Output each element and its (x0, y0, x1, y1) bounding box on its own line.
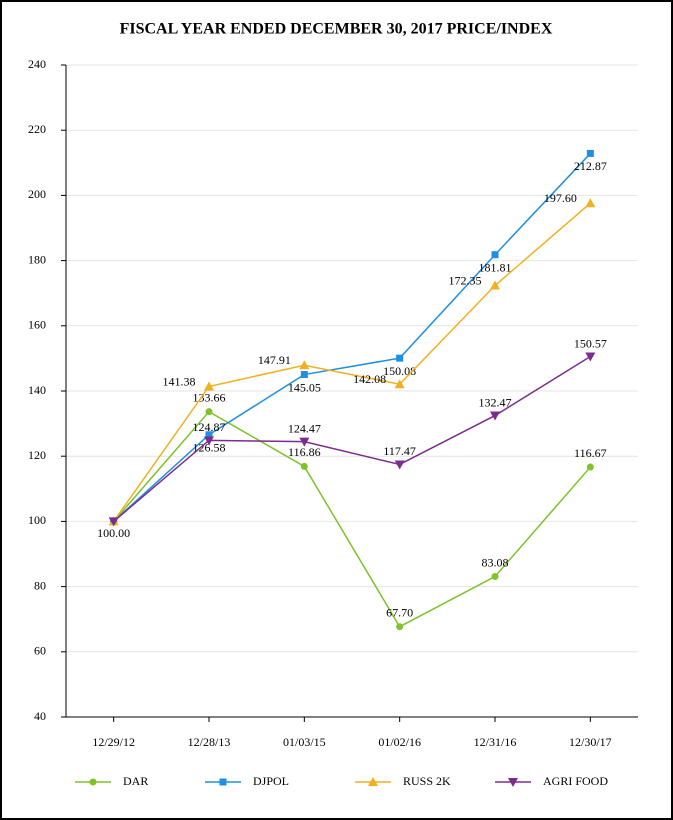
point (300, 371, 308, 379)
point (204, 436, 214, 446)
y-tick-label: 240 (28, 57, 46, 71)
point (299, 360, 310, 370)
chart-title: FISCAL YEAR ENDED DECEMBER 30, 2017 PRIC… (120, 21, 553, 38)
series-line (113, 202, 591, 522)
y-tick-label: 180 (28, 252, 46, 266)
point (586, 463, 594, 471)
y-tick-label: 60 (34, 644, 46, 658)
data-label: 197.60 (544, 191, 577, 205)
y-tick-label: 40 (34, 709, 46, 723)
data-label: 150.57 (574, 336, 607, 350)
data-label: 124.87 (193, 420, 226, 434)
point (490, 411, 500, 421)
legend-marker (89, 778, 97, 786)
data-label: 181.81 (479, 260, 512, 274)
point (585, 352, 596, 362)
y-tick-label: 200 (28, 187, 46, 201)
y-tick-label: 80 (34, 578, 46, 592)
data-label: 142.08 (353, 372, 386, 386)
x-tick-label: 01/02/16 (378, 735, 421, 749)
data-label: 100.00 (97, 526, 130, 540)
legend-marker (219, 778, 227, 786)
point (396, 623, 404, 631)
legend-label: DAR (123, 774, 148, 788)
y-tick-label: 220 (28, 122, 46, 136)
x-tick-label: 12/30/17 (569, 735, 612, 749)
legend-label: RUSS 2K (403, 774, 451, 788)
point (300, 462, 308, 470)
point (394, 460, 405, 470)
point (396, 354, 404, 362)
data-label: 124.47 (288, 421, 321, 435)
series-line (113, 355, 591, 522)
data-label: 116.67 (574, 446, 607, 460)
y-tick-label: 120 (28, 448, 46, 462)
x-tick-label: 12/31/16 (474, 735, 517, 749)
series-line (113, 410, 591, 628)
point (108, 517, 119, 527)
data-label: 133.66 (193, 390, 226, 404)
point (586, 149, 594, 157)
data-label: 212.87 (574, 159, 607, 173)
point (491, 573, 499, 581)
data-label: 145.05 (288, 380, 321, 394)
legend-label: DJPOL (253, 774, 289, 788)
data-label: 147.91 (258, 353, 291, 367)
x-tick-label: 01/03/15 (283, 735, 326, 749)
legend-marker (368, 777, 378, 786)
point (299, 437, 310, 447)
legend-label: AGRI FOOD (543, 774, 608, 788)
data-label: 172.35 (449, 273, 482, 287)
point (205, 431, 213, 439)
x-tick-label: 12/28/13 (188, 735, 231, 749)
x-tick-label: 12/29/12 (92, 735, 135, 749)
data-label: 116.86 (288, 445, 321, 459)
data-label: 141.38 (163, 374, 196, 388)
point (204, 381, 214, 391)
y-tick-label: 100 (28, 513, 46, 527)
point (585, 198, 596, 208)
data-label: 126.58 (193, 440, 226, 454)
point (491, 251, 499, 259)
data-label: 150.08 (383, 364, 416, 378)
y-tick-label: 160 (28, 318, 46, 332)
data-label: 132.47 (479, 395, 512, 409)
data-label: 83.08 (482, 555, 509, 569)
data-label: 117.47 (383, 444, 416, 458)
series-line (113, 152, 591, 522)
data-label: 67.70 (386, 605, 413, 619)
y-tick-label: 140 (28, 383, 46, 397)
point (490, 280, 500, 290)
point (205, 408, 213, 416)
point (394, 379, 405, 389)
legend-marker (508, 778, 518, 787)
